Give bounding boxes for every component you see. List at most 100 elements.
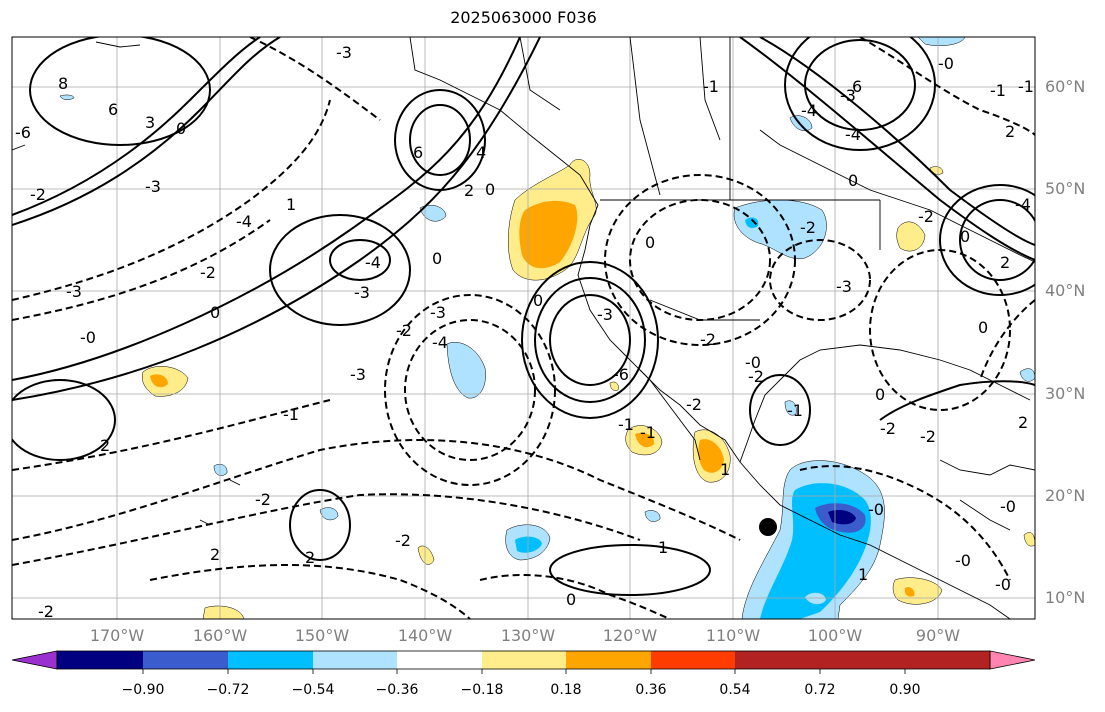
- storm-center-marker: [759, 518, 777, 536]
- colorbar-tick-label: −0.36: [375, 682, 419, 698]
- contour-label: 1: [720, 460, 730, 479]
- lon-label: 150°W: [294, 626, 350, 645]
- contour-label: -4: [1015, 195, 1031, 214]
- contour-label: -4: [432, 333, 448, 352]
- contour-label: -3: [840, 86, 856, 105]
- contour-label: 2: [1018, 413, 1028, 432]
- lat-label: 50°N: [1045, 179, 1086, 198]
- lat-label: 20°N: [1045, 486, 1086, 505]
- contour-label: -6: [15, 123, 31, 142]
- lat-label: 60°N: [1045, 77, 1086, 96]
- contour-label: 0: [848, 171, 858, 190]
- map-frame: [11, 36, 1036, 620]
- contour-label: -2: [30, 185, 46, 204]
- contour-label: 8: [58, 74, 68, 93]
- colorbar-tick-label: −0.54: [291, 682, 335, 698]
- colorbar-tick-label: −0.72: [206, 682, 250, 698]
- contour-label: 3: [145, 113, 155, 132]
- contour-label: -3: [836, 277, 852, 296]
- contour-label: -1: [703, 77, 719, 96]
- dashed-contours: [12, 37, 1035, 619]
- contour-label: 2: [100, 436, 110, 455]
- contour-label: -2: [800, 218, 816, 237]
- contour-label: 2: [1005, 122, 1015, 141]
- contour-label: -1: [990, 81, 1006, 100]
- lon-label: 90°W: [915, 626, 961, 645]
- colorbar-tick-label: 0.54: [719, 682, 751, 698]
- contour-label: -4: [365, 253, 381, 272]
- contour-label: -6: [613, 365, 629, 384]
- contour-label: -3: [354, 283, 370, 302]
- contour-label: 2: [210, 545, 220, 564]
- contour-label: -2: [255, 490, 271, 509]
- colorbar-left-triangle: [11, 650, 58, 670]
- contour-label: 6: [108, 100, 118, 119]
- lat-label: 30°N: [1045, 384, 1086, 403]
- map-gridlines: [12, 37, 1035, 619]
- contour-label: 2: [464, 181, 474, 200]
- contour-label: 6: [852, 77, 862, 96]
- contour-label: -2: [748, 367, 764, 386]
- colorbar-bin: [313, 651, 397, 669]
- colorbar-tick-label: 0.90: [889, 682, 921, 698]
- colorbar-tick-label: 0.36: [635, 682, 667, 698]
- contour-label: 4: [476, 143, 486, 162]
- solid-contours: [12, 37, 1035, 596]
- contour-label: -4: [801, 101, 817, 120]
- lon-label: 100°W: [807, 626, 863, 645]
- colorbar-bin: [820, 651, 905, 669]
- contour-label: -4: [845, 125, 861, 144]
- colorbar: [11, 650, 1036, 674]
- contour-label: -2: [880, 419, 896, 438]
- contour-label: -2: [920, 427, 936, 446]
- colorbar-bin: [57, 651, 143, 669]
- colorbar-bin: [143, 651, 228, 669]
- colorbar-bin: [566, 651, 651, 669]
- contour-label: -1: [640, 423, 656, 442]
- colorbar-bin: [735, 651, 820, 669]
- contour-label: -3: [145, 177, 161, 196]
- colorbar-tick-label: 0.72: [804, 682, 836, 698]
- contour-label: -1: [618, 415, 634, 434]
- coastlines: [12, 37, 1035, 619]
- contour-label: -0: [1000, 497, 1016, 516]
- contour-label: 0: [566, 590, 576, 609]
- colorbar-bin: [905, 651, 990, 669]
- colorbar-tick-label: −0.18: [460, 682, 504, 698]
- colorbar-tick-label: 0.18: [550, 682, 582, 698]
- contour-label: -3: [430, 303, 446, 322]
- contour-label: 0: [960, 227, 970, 246]
- colorbar-bin: [482, 651, 566, 669]
- contour-label: -3: [350, 365, 366, 384]
- colorbar-bin: [651, 651, 735, 669]
- contour-label: -0: [955, 551, 971, 570]
- contour-label: -0: [938, 54, 954, 73]
- contour-label: -1: [283, 405, 299, 424]
- shaded-field: [59, 37, 1035, 619]
- contour-label: -1: [787, 401, 803, 420]
- contour-label: -2: [395, 531, 411, 550]
- colorbar-bin: [228, 651, 313, 669]
- contour-label: 0: [210, 303, 220, 322]
- lat-label: 40°N: [1045, 281, 1086, 300]
- contour-label: -0: [745, 353, 761, 372]
- contour-label: 1: [858, 565, 868, 584]
- contour-label: 0: [432, 249, 442, 268]
- colorbar-bin: [397, 651, 482, 669]
- contour-label: 0: [176, 119, 186, 138]
- contour-label: -3: [336, 43, 352, 62]
- lon-label: 160°W: [192, 626, 248, 645]
- contour-label: -2: [200, 263, 216, 282]
- contour-label: 6: [413, 143, 423, 162]
- colorbar-tick-label: −0.90: [121, 682, 165, 698]
- lon-label: 120°W: [602, 626, 658, 645]
- map-title: 2025063000 F036: [450, 8, 597, 27]
- contour-label: 0: [645, 233, 655, 252]
- lat-label: 10°N: [1045, 588, 1086, 607]
- contour-label: -2: [918, 207, 934, 226]
- contour-label: -2: [38, 602, 54, 621]
- contour-label: -3: [597, 305, 613, 324]
- contour-label: -1: [1018, 77, 1034, 96]
- lon-label: 170°W: [89, 626, 145, 645]
- contour-label: -0: [868, 500, 884, 519]
